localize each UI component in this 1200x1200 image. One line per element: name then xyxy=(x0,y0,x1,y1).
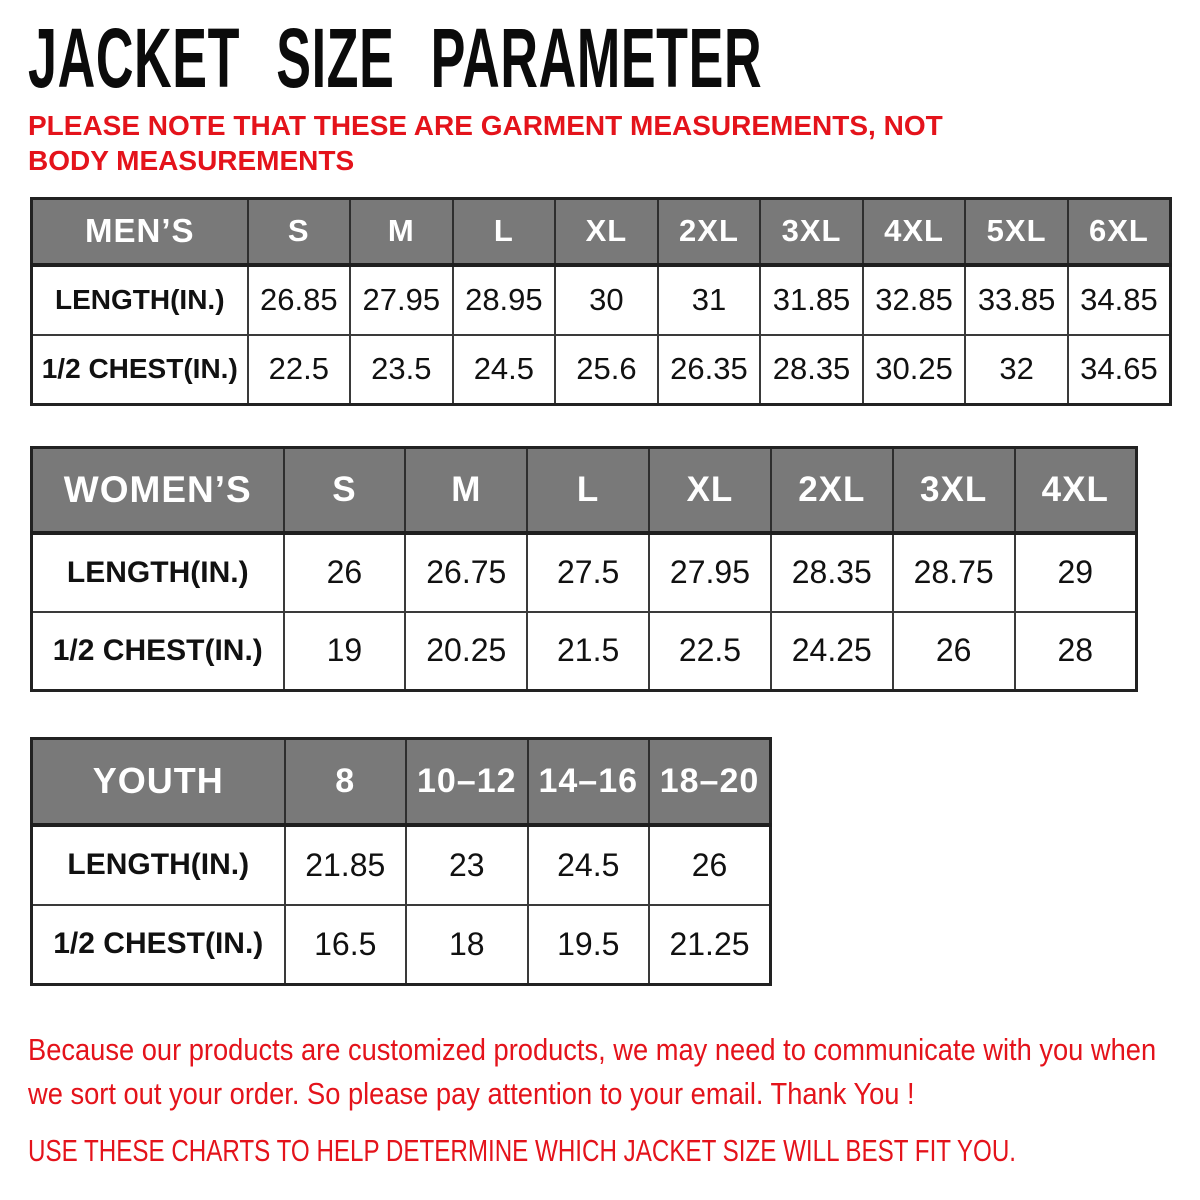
size-col-header: 6XL xyxy=(1066,197,1172,267)
measurement-value: 31.85 xyxy=(759,263,864,336)
size-col-header: 2XL xyxy=(769,446,894,535)
measurement-row: LENGTH(IN.) 21.85 23 24.5 26 xyxy=(30,823,772,906)
communication-note: Because our products are customized prod… xyxy=(28,1032,1157,1111)
measurement-value: 30 xyxy=(554,263,659,336)
size-col-header: 10–12 xyxy=(405,737,529,827)
size-header-row: WOMEN’S S M L XL 2XL 3XL 4XL xyxy=(30,446,1138,535)
size-col-header: M xyxy=(349,197,454,267)
measurement-value: 26.35 xyxy=(656,333,762,406)
measurement-row-label: 1/2 CHEST(IN.) xyxy=(30,610,285,692)
table-title-womens: WOMEN’S xyxy=(30,446,285,535)
measurement-row: LENGTH(IN.) 26.85 27.95 28.95 30 31 31.85 32.85… xyxy=(30,263,1172,336)
measurement-value: 31 xyxy=(656,263,762,336)
measurement-value: 21.5 xyxy=(526,610,651,692)
size-col-header: 3XL xyxy=(891,446,1016,535)
size-col-header: L xyxy=(526,446,651,535)
measurement-value: 27.5 xyxy=(526,531,651,613)
measurement-value: 25.6 xyxy=(554,333,659,406)
measurement-row: 1/2 CHEST(IN.) 22.5 23.5 24.5 25.6 26.35 28.35… xyxy=(30,333,1172,406)
size-col-header: 3XL xyxy=(759,197,864,267)
measurement-value: 27.95 xyxy=(349,263,454,336)
size-header-row: MEN’S S M L XL 2XL 3XL 4XL 5XL 6XL xyxy=(30,197,1172,267)
measurement-value: 28 xyxy=(1013,610,1138,692)
measurement-value: 26 xyxy=(282,531,407,613)
measurement-value: 33.85 xyxy=(964,263,1069,336)
measurement-value: 21.85 xyxy=(283,823,407,906)
measurement-value: 23.5 xyxy=(349,333,454,406)
measurement-value: 28.35 xyxy=(769,531,894,613)
table-title-youth: YOUTH xyxy=(30,737,286,827)
size-col-header: 14–16 xyxy=(526,737,650,827)
measurement-value: 18 xyxy=(405,903,529,986)
measurement-value: 24.25 xyxy=(769,610,894,692)
size-col-header: XL xyxy=(648,446,772,535)
measurement-value: 26.75 xyxy=(404,531,529,613)
measurement-value: 21.25 xyxy=(648,903,772,986)
measurement-value: 27.95 xyxy=(648,531,772,613)
measurement-value: 28.35 xyxy=(759,333,864,406)
measurement-row-label: LENGTH(IN.) xyxy=(30,263,249,336)
measurement-value: 24.5 xyxy=(451,333,557,406)
size-col-header: S xyxy=(282,446,407,535)
measurement-row: 1/2 CHEST(IN.) 16.5 18 19.5 21.25 xyxy=(30,903,772,986)
measurement-value: 28.95 xyxy=(451,263,557,336)
measurement-value: 24.5 xyxy=(526,823,650,906)
measurement-value: 22.5 xyxy=(648,610,772,692)
size-table-mens: MEN’S S M L XL 2XL 3XL 4XL 5XL 6XL LENGTH(IN.) 26.8… xyxy=(30,197,1172,406)
size-col-header: M xyxy=(404,446,529,535)
measurement-value: 20.25 xyxy=(404,610,529,692)
measurement-value: 26.85 xyxy=(246,263,352,336)
measurement-value: 19 xyxy=(282,610,407,692)
measurement-value: 34.65 xyxy=(1066,333,1172,406)
size-table-womens: WOMEN’S S M L XL 2XL 3XL 4XL LENGTH(IN.) 26 26.75 2… xyxy=(30,446,1138,692)
measurement-value: 32 xyxy=(964,333,1069,406)
measurement-value: 32.85 xyxy=(861,263,967,336)
size-col-header: L xyxy=(451,197,557,267)
measurement-value: 30.25 xyxy=(861,333,967,406)
size-table-youth: YOUTH 8 10–12 14–16 18–20 LENGTH(IN.) 21.85 23 2… xyxy=(30,737,772,986)
size-header-row: YOUTH 8 10–12 14–16 18–20 xyxy=(30,737,772,827)
garment-measurement-note: PLEASE NOTE THAT THESE ARE GARMENT MEASU… xyxy=(28,110,943,176)
table-title-mens: MEN’S xyxy=(30,197,249,267)
size-col-header: 2XL xyxy=(656,197,762,267)
size-col-header: 5XL xyxy=(964,197,1069,267)
measurement-value: 34.85 xyxy=(1066,263,1172,336)
measurement-value: 23 xyxy=(405,823,529,906)
measurement-value: 26 xyxy=(891,610,1016,692)
measurement-row-label: LENGTH(IN.) xyxy=(30,531,285,613)
measurement-row-label: 1/2 CHEST(IN.) xyxy=(30,333,249,406)
measurement-value: 29 xyxy=(1013,531,1138,613)
measurement-row-label: 1/2 CHEST(IN.) xyxy=(30,903,286,986)
measurement-value: 16.5 xyxy=(283,903,407,986)
measurement-row: LENGTH(IN.) 26 26.75 27.5 27.95 28.35 28.75 29 xyxy=(30,531,1138,613)
measurement-value: 28.75 xyxy=(891,531,1016,613)
size-col-header: 8 xyxy=(283,737,407,827)
measurement-row-label: LENGTH(IN.) xyxy=(30,823,286,906)
measurement-row: 1/2 CHEST(IN.) 19 20.25 21.5 22.5 24.25 26 28 xyxy=(30,610,1138,692)
size-col-header: 18–20 xyxy=(648,737,772,827)
size-col-header: XL xyxy=(554,197,659,267)
measurement-value: 26 xyxy=(648,823,772,906)
page-title: JACKET SIZE PARAMETER xyxy=(28,11,763,105)
size-col-header: 4XL xyxy=(861,197,967,267)
measurement-value: 19.5 xyxy=(526,903,650,986)
size-col-header: 4XL xyxy=(1013,446,1138,535)
measurement-value: 22.5 xyxy=(246,333,352,406)
usage-note: USE THESE CHARTS TO HELP DETERMINE WHICH… xyxy=(28,1133,1017,1168)
size-col-header: S xyxy=(246,197,352,267)
